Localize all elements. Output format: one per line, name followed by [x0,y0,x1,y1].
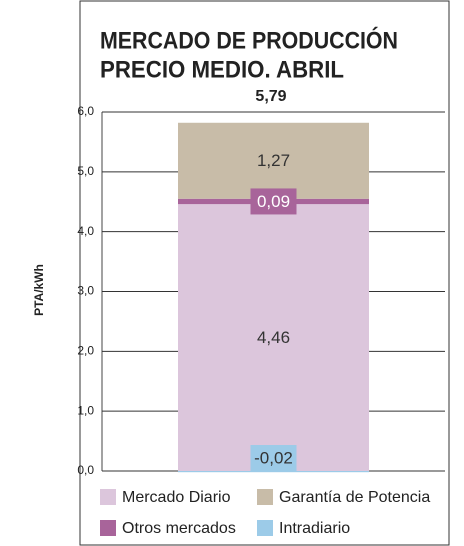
legend-label: Intradiario [279,520,350,537]
chart-title: MERCADO DE PRODUCCIÓN [100,26,398,54]
y-tick-label: 1,0 [77,403,94,417]
value-label: -0,02 [254,448,293,467]
y-tick-label: 4,0 [77,224,94,238]
legend-label: Mercado Diario [122,489,231,506]
bar-segment [178,122,369,199]
value-label: 0,09 [257,192,290,211]
legend-swatch [257,489,273,505]
legend-swatch [100,489,116,505]
y-axis-label: PTA/kWh [32,264,46,316]
legend-swatch [100,520,116,536]
bar-segment [178,204,369,472]
y-tick-label: 0,0 [77,463,94,477]
value-label-box [250,188,297,215]
value-label-box [250,445,297,471]
value-label: 4,46 [257,328,290,347]
y-tick-label: 6,0 [77,104,94,118]
value-label: 1,27 [257,151,290,170]
bar-segment [178,471,369,473]
chart-subtitle: PRECIO MEDIO. ABRIL [100,56,344,83]
total-label: 5,79 [255,88,286,105]
y-tick-label: 3,0 [77,284,94,298]
y-tick-label: 2,0 [77,344,94,358]
y-tick-label: 5,0 [77,164,94,178]
legend-label: Garantía de Potencia [279,489,430,506]
legend-label: Otros mercados [122,520,236,537]
legend-swatch [257,520,273,536]
